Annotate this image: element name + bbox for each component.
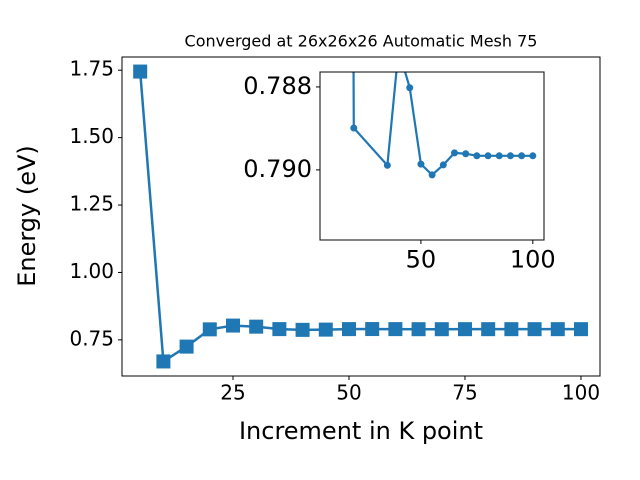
- marker: [450, 149, 458, 157]
- marker: [350, 124, 358, 132]
- marker: [484, 152, 492, 160]
- plot-clip: [350, 72, 537, 179]
- y-axis-label: Energy (eV): [13, 145, 41, 287]
- x-tick-label: 50: [406, 245, 437, 273]
- marker: [411, 322, 426, 337]
- x-axis-label: Increment in K point: [239, 417, 483, 445]
- marker: [504, 322, 519, 337]
- y-tick-label: 0.75: [69, 326, 114, 350]
- marker: [249, 319, 264, 334]
- x-tick-label: 25: [220, 381, 245, 405]
- marker: [550, 322, 565, 337]
- y-tick-label: 0.788: [243, 72, 312, 100]
- data-line: [352, 72, 533, 177]
- x-tick-label: 50: [336, 381, 361, 405]
- marker: [365, 322, 380, 337]
- marker: [457, 322, 472, 337]
- marker: [388, 322, 403, 337]
- marker: [417, 160, 425, 168]
- y-tick-label: 1.75: [69, 57, 114, 81]
- marker: [434, 322, 449, 337]
- y-tick-label: 0.790: [243, 155, 312, 183]
- marker: [133, 64, 148, 79]
- y-tick-label: 1.50: [69, 124, 114, 148]
- plot-clip: [133, 64, 588, 369]
- marker: [428, 171, 436, 179]
- marker: [506, 152, 514, 160]
- marker: [272, 322, 287, 337]
- marker: [156, 354, 171, 369]
- y-tick-label: 1.25: [69, 192, 114, 216]
- x-tick-label: 75: [452, 381, 477, 405]
- marker: [295, 322, 310, 337]
- marker: [225, 318, 240, 333]
- marker: [179, 339, 194, 354]
- marker: [573, 322, 588, 337]
- marker: [341, 322, 356, 337]
- marker: [473, 152, 481, 160]
- marker: [495, 152, 503, 160]
- axes-frame: [319, 71, 545, 241]
- marker: [518, 152, 526, 160]
- chart-title: Converged at 26x26x26 Automatic Mesh 75: [185, 32, 538, 51]
- marker: [527, 322, 542, 337]
- marker: [406, 84, 414, 92]
- marker: [481, 322, 496, 337]
- marker: [318, 322, 333, 337]
- marker: [383, 161, 391, 169]
- x-tick-label: 100: [562, 381, 600, 405]
- axes-frame: [121, 56, 601, 377]
- marker: [529, 152, 537, 160]
- marker: [202, 322, 217, 337]
- marker: [439, 161, 447, 169]
- marker: [462, 150, 470, 158]
- x-tick-label: 100: [510, 245, 556, 273]
- y-tick-label: 1.00: [69, 259, 114, 283]
